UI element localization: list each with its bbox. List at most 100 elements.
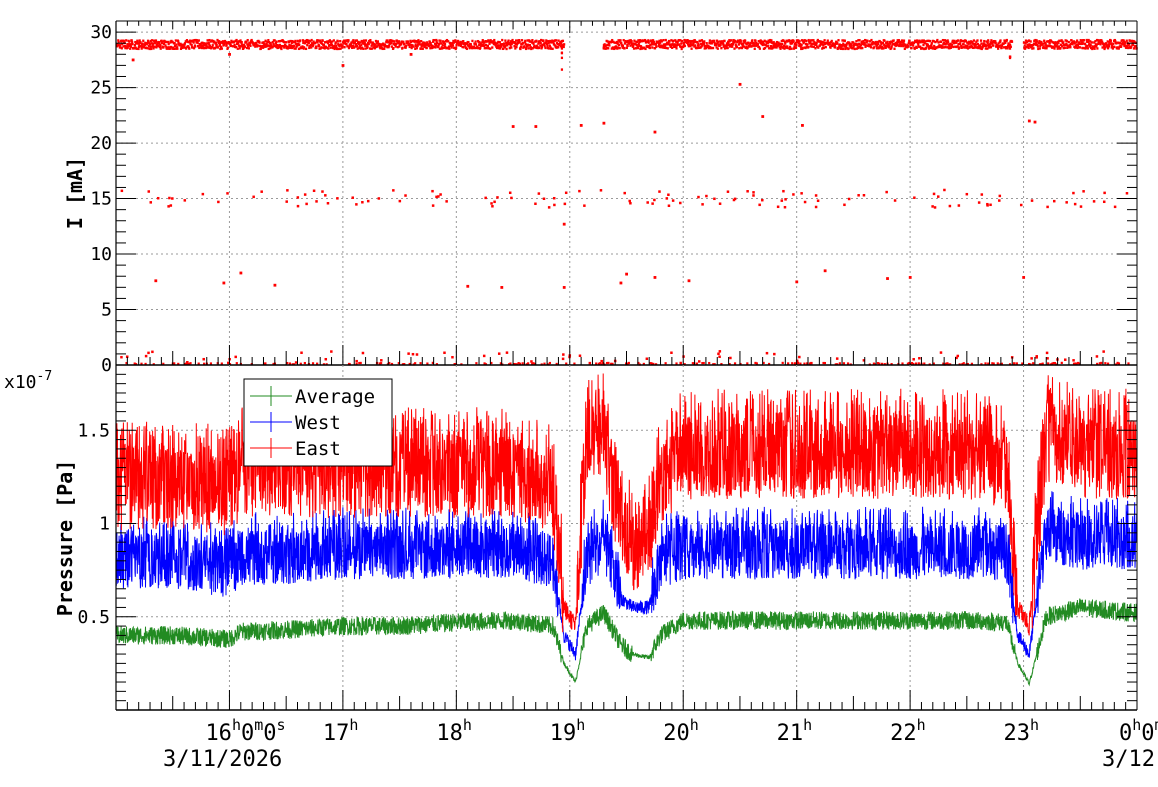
current-point-mid bbox=[780, 199, 784, 202]
current-point bbox=[812, 42, 815, 46]
current-point bbox=[648, 44, 651, 48]
current-point bbox=[1009, 45, 1012, 48]
current-point bbox=[930, 42, 933, 45]
current-point bbox=[654, 43, 657, 46]
current-point bbox=[429, 42, 432, 45]
current-grid bbox=[116, 21, 1138, 365]
current-point bbox=[329, 46, 332, 49]
current-point bbox=[1029, 44, 1032, 48]
current-point bbox=[1070, 39, 1073, 42]
current-point bbox=[544, 46, 547, 50]
current-point bbox=[433, 39, 436, 42]
current-point bbox=[896, 39, 899, 42]
current-point bbox=[294, 47, 297, 50]
current-point bbox=[350, 41, 353, 44]
current-point bbox=[997, 47, 1000, 50]
current-point bbox=[560, 39, 563, 43]
current-point-zero bbox=[637, 361, 640, 365]
current-point bbox=[971, 40, 974, 44]
current-point bbox=[525, 47, 528, 50]
current-point bbox=[835, 40, 838, 44]
current-point-mid bbox=[326, 202, 330, 205]
current-point-zero bbox=[397, 362, 400, 365]
current-point bbox=[454, 39, 457, 42]
current-point-zero bbox=[565, 362, 568, 365]
current-point-mid bbox=[366, 199, 370, 203]
current-point-zero bbox=[521, 362, 524, 365]
current-point-zero bbox=[403, 363, 406, 366]
current-point-mid bbox=[667, 204, 671, 207]
current-point-zero bbox=[388, 361, 391, 365]
current-point bbox=[769, 47, 772, 50]
current-y-tick-label: 20 bbox=[90, 133, 112, 154]
current-point bbox=[128, 40, 131, 43]
current-point bbox=[723, 39, 726, 43]
current-point bbox=[229, 44, 233, 48]
current-point-zero bbox=[917, 362, 920, 365]
current-point bbox=[692, 41, 695, 44]
current-point bbox=[253, 43, 256, 47]
current-point bbox=[503, 42, 506, 45]
current-point bbox=[434, 43, 437, 47]
current-point bbox=[474, 40, 477, 43]
current-point bbox=[370, 47, 374, 50]
current-point-zero bbox=[533, 362, 537, 366]
pressure-y-tick-label: 1 bbox=[99, 514, 110, 535]
current-point bbox=[479, 42, 482, 45]
current-point-zero bbox=[746, 362, 749, 365]
current-point bbox=[972, 42, 975, 45]
current-point-zero bbox=[946, 362, 949, 365]
current-point-zero bbox=[607, 361, 610, 365]
current-point bbox=[266, 44, 270, 47]
current-point bbox=[636, 46, 640, 50]
current-point-mid bbox=[1103, 191, 1106, 195]
current-point bbox=[1080, 39, 1083, 42]
current-point bbox=[1058, 39, 1061, 42]
current-point bbox=[483, 41, 486, 44]
current-point-zero bbox=[755, 362, 758, 365]
current-point bbox=[763, 39, 766, 43]
current-point-mid bbox=[667, 193, 670, 197]
current-point bbox=[631, 43, 634, 46]
current-y-tick-label: 15 bbox=[90, 189, 112, 210]
current-point bbox=[236, 47, 239, 50]
current-point bbox=[650, 43, 653, 46]
current-point bbox=[884, 46, 887, 49]
current-point bbox=[121, 42, 124, 46]
current-point bbox=[1095, 45, 1098, 48]
current-point bbox=[876, 40, 879, 44]
current-point-mid bbox=[542, 197, 546, 201]
current-point bbox=[531, 47, 534, 50]
current-point-zero bbox=[664, 362, 667, 365]
current-point bbox=[326, 40, 329, 43]
current-point bbox=[657, 44, 660, 48]
current-point bbox=[505, 47, 508, 51]
current-point bbox=[661, 46, 665, 49]
current-point-mid bbox=[1082, 190, 1085, 193]
current-point bbox=[173, 41, 176, 45]
current-point bbox=[288, 44, 291, 47]
current-point bbox=[780, 45, 783, 48]
current-point bbox=[553, 39, 557, 42]
current-point bbox=[963, 46, 966, 49]
current-point bbox=[441, 40, 445, 43]
current-point bbox=[1002, 46, 1006, 49]
current-point bbox=[175, 46, 179, 49]
current-point bbox=[355, 39, 358, 42]
current-point-zero bbox=[543, 362, 546, 365]
current-point-mid bbox=[746, 190, 749, 193]
current-point bbox=[972, 39, 976, 42]
current-point-mid bbox=[508, 191, 512, 195]
current-point-zero bbox=[781, 361, 784, 365]
current-point bbox=[167, 42, 170, 46]
current-point-mid bbox=[260, 190, 263, 193]
current-point bbox=[360, 46, 364, 49]
current-point bbox=[216, 46, 220, 49]
current-point bbox=[421, 42, 424, 46]
current-point bbox=[989, 46, 993, 49]
current-point bbox=[1133, 41, 1136, 44]
current-point bbox=[1074, 44, 1078, 48]
current-point bbox=[549, 47, 553, 50]
current-point bbox=[523, 45, 526, 48]
current-point bbox=[691, 39, 694, 43]
